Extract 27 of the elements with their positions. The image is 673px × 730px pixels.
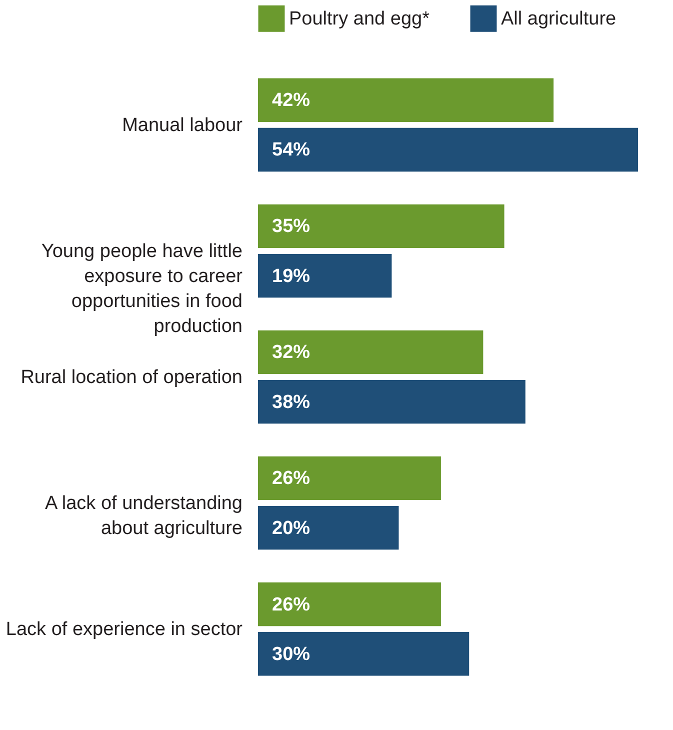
data-label: 20% bbox=[272, 518, 310, 539]
bar bbox=[258, 632, 470, 676]
data-label: 38% bbox=[272, 392, 310, 413]
data-label: 32% bbox=[272, 342, 310, 364]
data-label: 30% bbox=[272, 644, 310, 665]
data-label: 19% bbox=[272, 266, 310, 287]
bar bbox=[258, 380, 526, 424]
y-tick-label: A lack of understanding about agriculture bbox=[44, 493, 242, 540]
bar bbox=[258, 330, 484, 374]
data-label: 54% bbox=[272, 140, 310, 161]
bar bbox=[258, 254, 392, 298]
data-label: 42% bbox=[272, 90, 310, 112]
bar bbox=[258, 506, 399, 550]
y-tick-label: Young people have little exposure to career opportunities in food production bbox=[41, 240, 244, 337]
bar bbox=[258, 456, 441, 500]
bar bbox=[258, 204, 504, 248]
data-label: 26% bbox=[272, 468, 310, 490]
y-tick-label: Manual labour bbox=[122, 114, 244, 136]
bar bbox=[258, 78, 554, 122]
bar bbox=[258, 128, 638, 172]
legend-label: All agriculture bbox=[501, 8, 616, 30]
y-tick-label: Lack of experience in sector bbox=[6, 619, 244, 640]
data-label: 35% bbox=[272, 216, 310, 238]
legend-label: Poultry and egg* bbox=[289, 8, 430, 30]
bar bbox=[258, 582, 441, 626]
data-label: 26% bbox=[272, 594, 310, 616]
y-tick-label: Rural location of operation bbox=[20, 367, 242, 388]
